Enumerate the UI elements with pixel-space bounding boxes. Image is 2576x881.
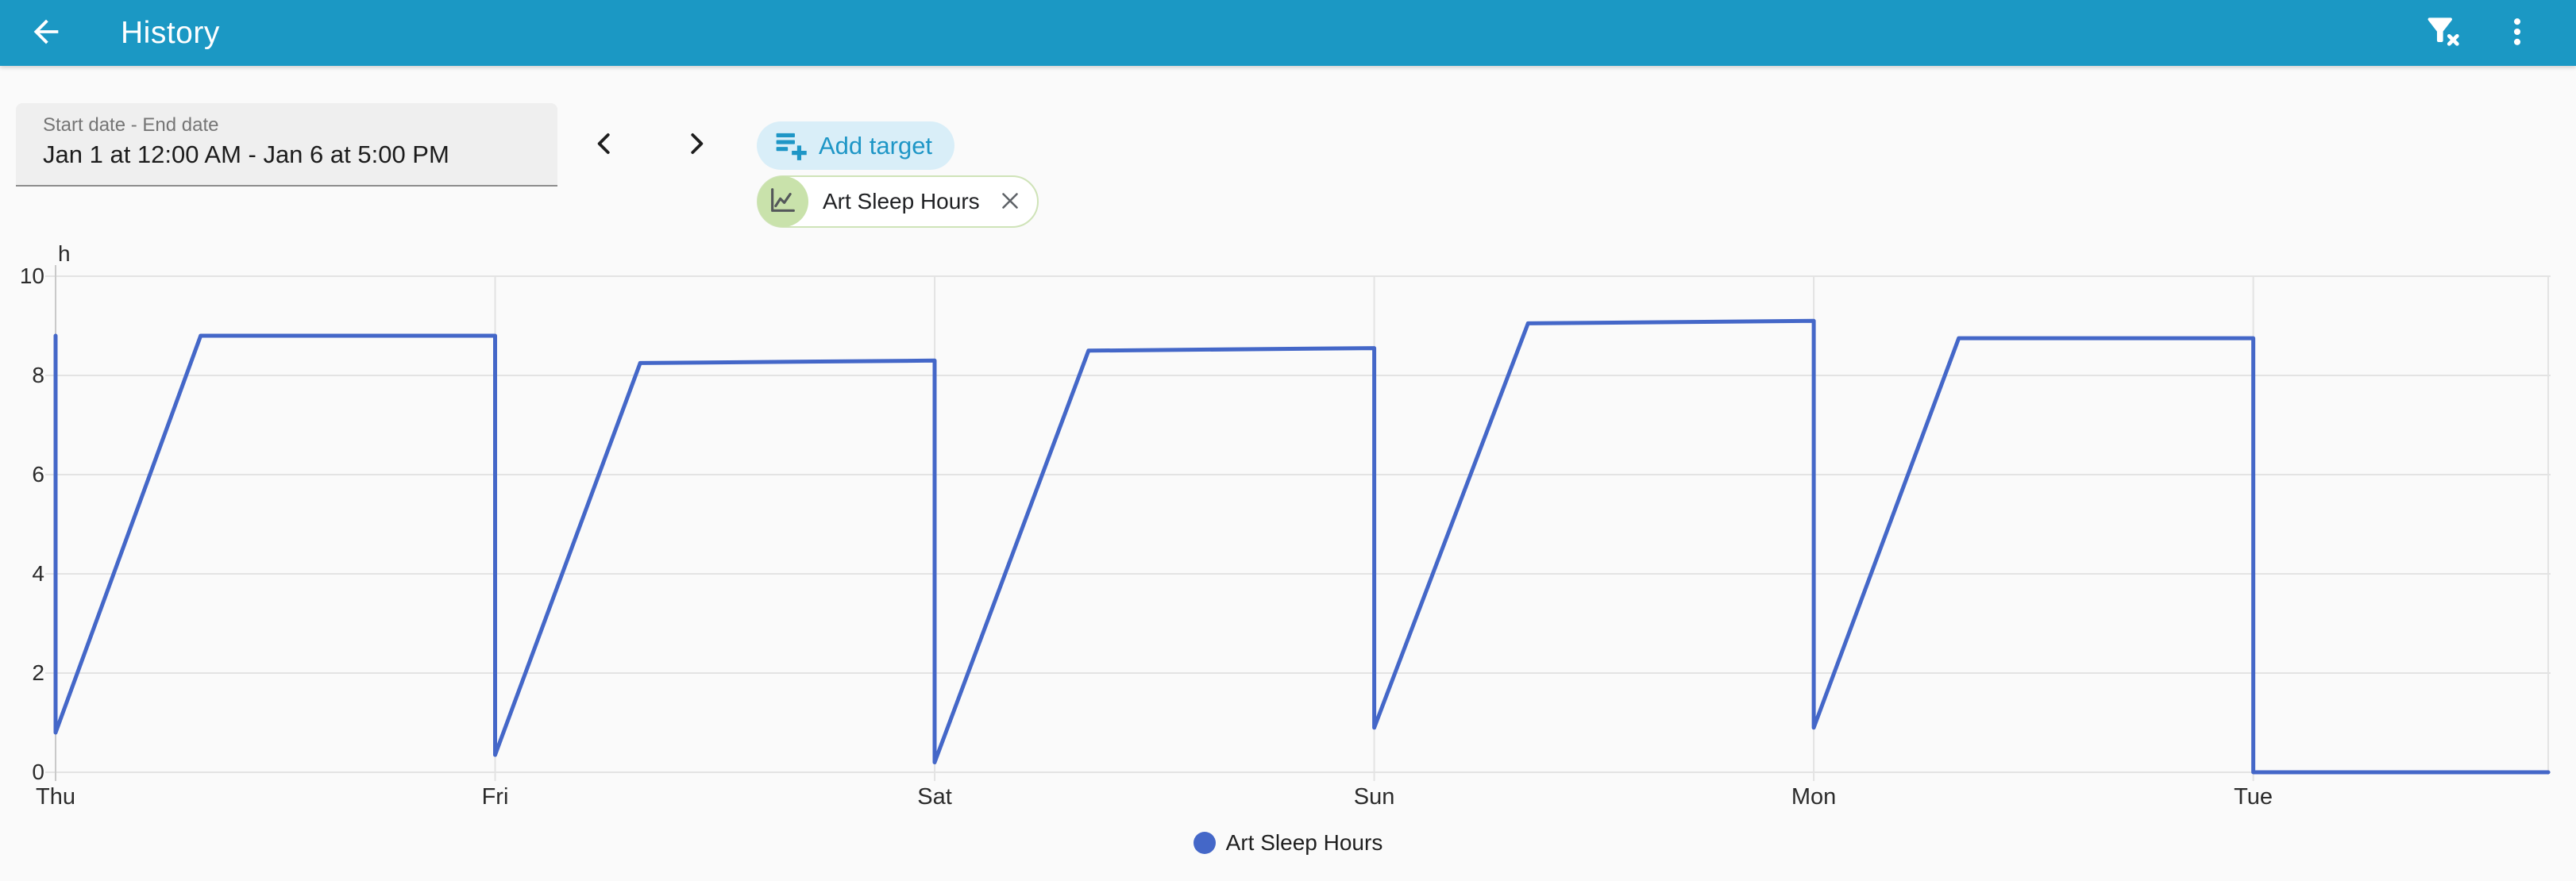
y-tick-label: 0: [32, 760, 44, 784]
filter-remove-button[interactable]: [2421, 10, 2466, 55]
y-tick-label: 6: [32, 462, 44, 487]
x-tick-label: Sat: [917, 784, 952, 810]
target-chip-label: Art Sleep Hours: [823, 189, 980, 214]
remove-target-button[interactable]: [996, 187, 1024, 216]
chart-legend: Art Sleep Hours: [0, 827, 2576, 859]
chart-canvas: [45, 265, 2551, 781]
x-tick-label: Thu: [36, 784, 75, 810]
arrow-back-icon: [28, 13, 64, 52]
more-vertical-icon: [2500, 14, 2535, 52]
history-chart: h 0 2 4 6 8 10 Thu Fri Sat Sun Mon Tue: [20, 241, 2551, 810]
close-icon: [997, 187, 1024, 217]
legend-label: Art Sleep Hours: [1225, 830, 1383, 855]
date-range-label: Start date - End date: [43, 114, 219, 136]
next-period-button[interactable]: [677, 125, 715, 164]
x-tick-label: Sun: [1353, 784, 1395, 810]
y-tick-label: 4: [32, 561, 44, 586]
add-target-button[interactable]: Add target: [757, 121, 955, 170]
overflow-menu-button[interactable]: [2495, 10, 2539, 55]
date-range-field[interactable]: Start date - End date Jan 1 at 12:00 AM …: [16, 103, 557, 187]
y-axis-unit-label: h: [58, 241, 71, 266]
series-line: [53, 318, 2551, 775]
chevron-right-icon: [681, 129, 711, 161]
filter-remove-icon: [2425, 13, 2462, 52]
x-tick-label: Mon: [1791, 784, 1837, 810]
previous-period-button[interactable]: [585, 125, 623, 164]
y-tick-label: 2: [32, 660, 44, 685]
page-title: History: [121, 15, 220, 50]
date-range-value: Jan 1 at 12:00 AM - Jan 6 at 5:00 PM: [43, 140, 449, 168]
x-tick-label: Tue: [2234, 784, 2273, 810]
app-bar: History: [0, 0, 2576, 66]
line-chart-icon: [767, 184, 799, 220]
target-chip[interactable]: Art Sleep Hours: [757, 175, 1039, 228]
add-target-label: Add target: [819, 131, 933, 160]
x-tick-label: Fri: [481, 784, 509, 810]
playlist-add-icon: [773, 126, 809, 165]
chip-avatar: [758, 176, 808, 227]
y-tick-label: 8: [32, 363, 44, 387]
legend-dot: [1193, 832, 1216, 854]
chevron-left-icon: [589, 129, 619, 161]
y-tick-label: 10: [19, 264, 44, 288]
back-button[interactable]: [24, 10, 68, 55]
